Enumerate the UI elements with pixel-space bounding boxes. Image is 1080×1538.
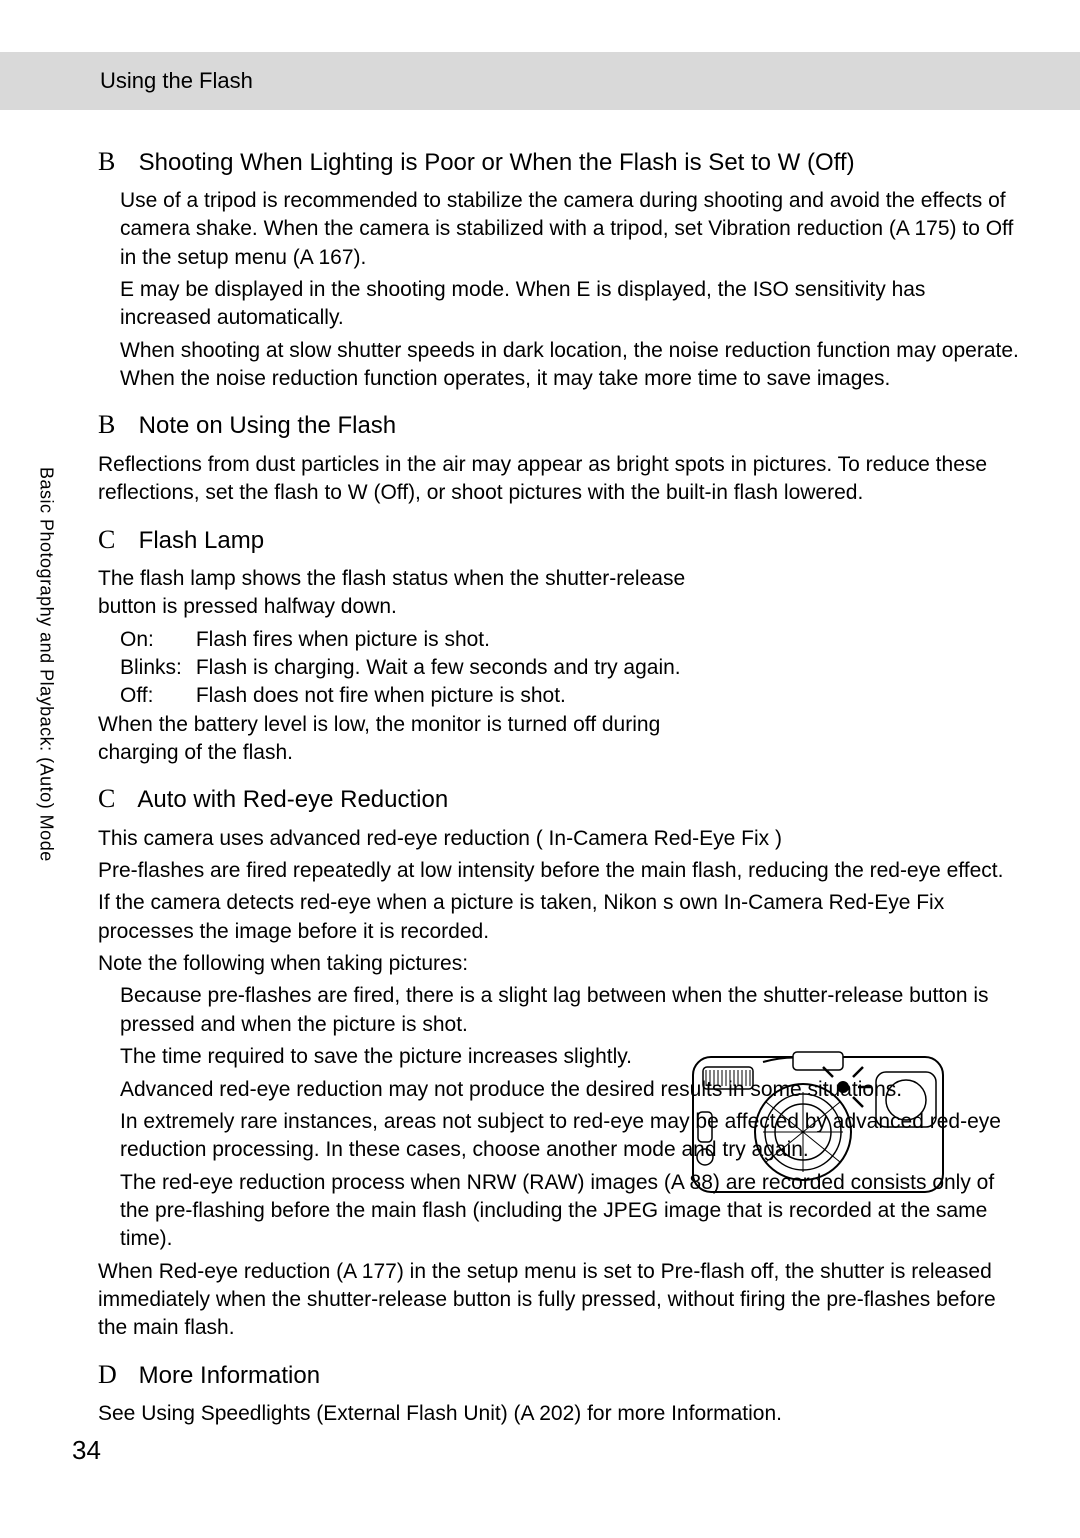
header-title: Using the Flash [100, 68, 253, 93]
paragraph: Pre-flashes are fired repeatedly at low … [98, 857, 1020, 885]
section-heading: C Auto with Red-eye Reduction [98, 781, 1020, 816]
tip-icon: C [98, 781, 132, 816]
paragraph: Use of a tripod is recommended to stabil… [120, 187, 1020, 272]
status-label: On: [120, 626, 190, 654]
heading-text: More Information [139, 1362, 320, 1389]
paragraph: When Red-eye reduction (A 177) in the se… [98, 1258, 1020, 1343]
status-line: Blinks: Flash is charging. Wait a few se… [120, 654, 718, 682]
section-heading: C Flash Lamp [98, 522, 1020, 557]
status-text: Flash does not fire when picture is shot… [196, 684, 566, 707]
tip-icon: C [98, 522, 132, 557]
bullet-item: Because pre-flashes are fired, there is … [120, 982, 1020, 1039]
camera-diagram [688, 1042, 948, 1202]
heading-text: Note on Using the Flash [139, 412, 396, 439]
heading-text: Auto with Red-eye Reduction [137, 786, 448, 813]
paragraph: If the camera detects red-eye when a pic… [98, 889, 1020, 946]
status-line: Off: Flash does not fire when picture is… [120, 682, 718, 710]
section-tab-label: Basic Photography and Playback: (Auto) M… [34, 467, 58, 862]
status-label: Blinks: [120, 654, 190, 682]
paragraph: When shooting at slow shutter speeds in … [120, 337, 1020, 394]
status-text: Flash fires when picture is shot. [196, 628, 490, 651]
section-tab: Basic Photography and Playback: (Auto) M… [34, 467, 64, 867]
page-content: B Shooting When Lighting is Poor or When… [0, 110, 1080, 1429]
section-heading: D More Information [98, 1357, 1020, 1392]
paragraph: When the battery level is low, the monit… [98, 711, 718, 768]
heading-text: Shooting When Lighting is Poor or When t… [139, 149, 855, 176]
heading-text: Flash Lamp [139, 527, 264, 554]
paragraph: The flash lamp shows the flash status wh… [98, 565, 718, 622]
note-icon: B [98, 407, 132, 442]
link-icon: D [98, 1357, 132, 1392]
status-text: Flash is charging. Wait a few seconds an… [196, 656, 681, 679]
status-line: On: Flash fires when picture is shot. [120, 626, 718, 654]
section-heading: B Note on Using the Flash [98, 407, 1020, 442]
paragraph: Note the following when taking pictures: [98, 950, 1020, 978]
page-header: Using the Flash [0, 52, 1080, 110]
paragraph: This camera uses advanced red-eye reduct… [98, 825, 1020, 853]
status-label: Off: [120, 682, 190, 710]
section-heading: B Shooting When Lighting is Poor or When… [98, 144, 1020, 179]
paragraph: E may be displayed in the shooting mode.… [120, 276, 1020, 333]
paragraph: Reflections from dust particles in the a… [98, 451, 1020, 508]
note-icon: B [98, 144, 132, 179]
page-number: 34 [72, 1433, 101, 1468]
paragraph: See Using Speedlights (External Flash Un… [98, 1400, 1020, 1428]
